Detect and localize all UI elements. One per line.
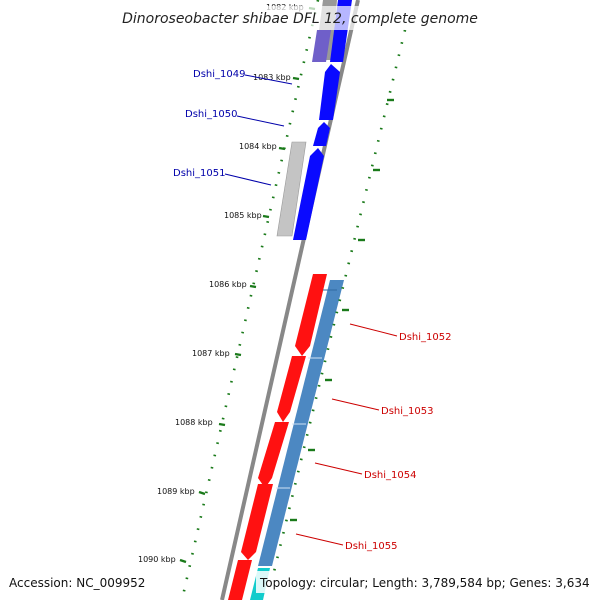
tick-label: 1086 kbp bbox=[209, 280, 247, 289]
tick-label: 1083 kbp bbox=[253, 73, 291, 82]
left-tick-track bbox=[180, 0, 320, 600]
gray-feature-1051 bbox=[276, 141, 307, 237]
leader-line-1051 bbox=[224, 173, 272, 186]
footer-topology-backing bbox=[256, 571, 594, 593]
title-backing bbox=[120, 6, 480, 30]
topology-text: Topology: circular; Length: 3,789,584 bp… bbox=[259, 576, 590, 590]
tick-mark bbox=[179, 558, 187, 564]
tick-label: 1090 kbp bbox=[138, 555, 176, 564]
tick-label: 1084 kbp bbox=[239, 142, 277, 151]
tick-label: 1089 kbp bbox=[157, 487, 195, 496]
tick-mark bbox=[218, 422, 226, 427]
red-cds-5 bbox=[228, 560, 252, 600]
tick-mark bbox=[249, 284, 257, 289]
tick-mark bbox=[198, 490, 206, 496]
tick-mark bbox=[234, 352, 242, 357]
accession-text: Accession: NC_009952 bbox=[9, 576, 145, 590]
right-tick-track bbox=[270, 29, 407, 581]
red-cds-2 bbox=[277, 356, 306, 422]
right-major-ticks bbox=[290, 98, 394, 522]
gene-label-dshi-1049: Dshi_1049 bbox=[193, 69, 245, 80]
map-title: Dinoroseobacter shibae DFL 12, complete … bbox=[122, 11, 478, 27]
leader-line-1052 bbox=[349, 323, 398, 337]
purple-feature bbox=[312, 30, 331, 62]
leader-line-1049 bbox=[244, 74, 293, 85]
tick-mark bbox=[292, 76, 300, 81]
gene-label-dshi-1051: Dshi_1051 bbox=[173, 168, 225, 179]
gene-label-dshi-1052: Dshi_1052 bbox=[399, 332, 451, 343]
genome-backbone bbox=[220, 0, 360, 600]
footer-accession-backing bbox=[4, 571, 150, 593]
blue-cds-2 bbox=[319, 64, 340, 120]
tick-mark bbox=[278, 146, 286, 151]
tick-label: 1085 kbp bbox=[224, 211, 262, 220]
red-cds-1 bbox=[295, 274, 327, 356]
blue-cds-3 bbox=[313, 122, 330, 146]
leader-line-1055 bbox=[295, 533, 344, 546]
red-cds-4 bbox=[241, 484, 273, 560]
red-cds-3 bbox=[258, 422, 289, 488]
left-major-ticks bbox=[179, 6, 316, 564]
leader-line-1053 bbox=[331, 398, 380, 411]
gene-label-dshi-1053: Dshi_1053 bbox=[381, 406, 433, 417]
tick-mark bbox=[262, 214, 270, 219]
leader-line-1050 bbox=[236, 115, 285, 127]
blue-cds-4 bbox=[293, 148, 324, 240]
gene-label-dshi-1054: Dshi_1054 bbox=[364, 470, 416, 481]
gene-label-dshi-1050: Dshi_1050 bbox=[185, 109, 237, 120]
tick-label: 1088 kbp bbox=[175, 418, 213, 427]
gene-label-dshi-1055: Dshi_1055 bbox=[345, 541, 397, 552]
leader-line-1054 bbox=[314, 462, 363, 475]
steel-blue-strip bbox=[258, 280, 344, 566]
tick-label: 1087 kbp bbox=[192, 349, 230, 358]
